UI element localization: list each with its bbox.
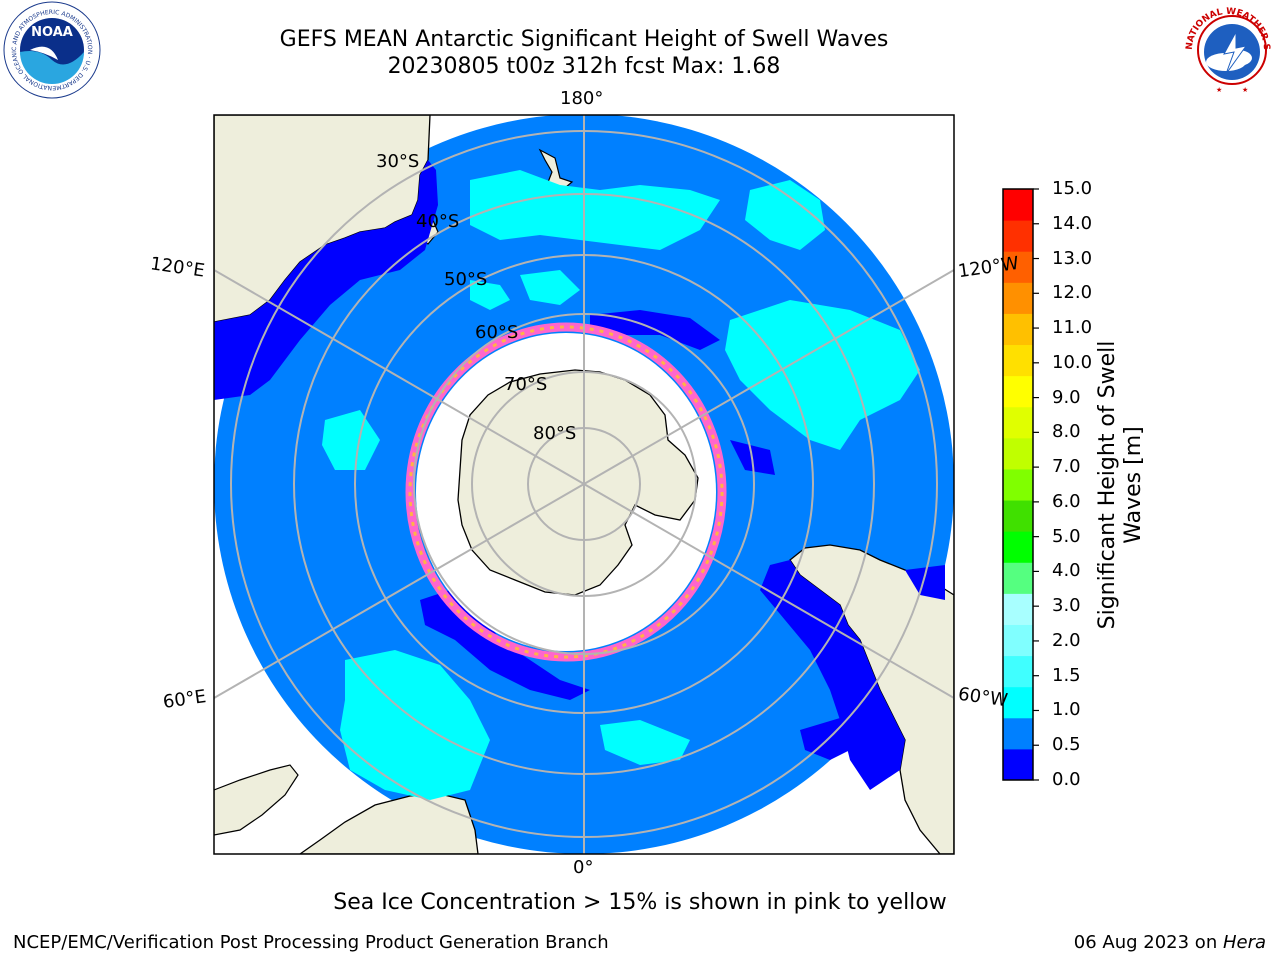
colorbar-tick-label: 6.0 — [1052, 490, 1081, 512]
colorbar-segment — [1003, 686, 1033, 719]
noaa-logo: NATIONAL OCEANIC AND ATMOSPHERIC ADMINIS… — [0, 0, 101, 99]
lat-label-40s: 40°S — [416, 211, 460, 232]
colorbar-segment — [1003, 748, 1033, 781]
colorbar-tick-label: 5.0 — [1052, 525, 1081, 547]
colorbar-segment — [1003, 717, 1033, 750]
footer-credit: NCEP/EMC/Verification Post Processing Pr… — [13, 932, 609, 953]
chart-subtitle: 20230805 t00z 312h fcst Max: 1.68 — [387, 54, 781, 79]
lat-label-60s: 60°S — [475, 322, 519, 343]
colorbar-segment — [1003, 624, 1033, 657]
sea-ice-caption: Sea Ice Concentration > 15% is shown in … — [333, 890, 947, 915]
footer-date: 06 Aug 2023 on Hera — [1074, 932, 1266, 953]
colorbar-tick-label: 0.0 — [1052, 769, 1081, 790]
colorbar — [1003, 189, 1033, 781]
longitude-gridlines — [214, 115, 954, 854]
landmass-madagascar — [214, 764, 299, 836]
colorbar-tick-label: 11.0 — [1052, 317, 1093, 339]
colorbar-tick-label: 0.5 — [1052, 734, 1081, 756]
colorbar-frame — [1002, 188, 1034, 781]
footer-date-text: 06 Aug 2023 on — [1073, 932, 1223, 953]
colorbar-segment — [1003, 282, 1033, 314]
swell-band-australia — [214, 160, 438, 400]
lat-label-50s: 50°S — [444, 269, 488, 290]
colorbar-tick-label: 2.0 — [1052, 629, 1081, 651]
colorbar-segment — [1003, 531, 1033, 563]
colorbar-tick-label: 7.0 — [1052, 456, 1081, 478]
colorbar-segment — [1003, 562, 1033, 594]
colorbar-tick-label: 8.0 — [1052, 421, 1081, 443]
colorbar-segment — [1003, 189, 1033, 221]
footer-host: Hera — [1222, 932, 1266, 953]
colorbar-segment — [1003, 313, 1033, 346]
colorbar-tick-label: 10.0 — [1052, 351, 1093, 373]
colorbar-tick-label: 9.0 — [1052, 386, 1081, 408]
colorbar-segment — [1003, 593, 1033, 625]
colorbar-tick-label: 1.5 — [1052, 664, 1081, 686]
colorbar-segment — [1003, 375, 1033, 408]
colorbar-tick-label: 14.0 — [1052, 212, 1093, 234]
colorbar-segment — [1003, 500, 1033, 532]
colorbar-label: Significant Height of Swell Waves [m] — [1095, 340, 1146, 630]
chart-title: GEFS MEAN Antarctic Significant Height o… — [279, 27, 889, 52]
lat-label-80s: 80°S — [533, 423, 577, 444]
colorbar-tick-label: 3.0 — [1052, 595, 1081, 617]
colorbar-segment — [1003, 468, 1033, 501]
colorbar-tick-label: 12.0 — [1052, 282, 1093, 304]
colorbar-segment — [1003, 437, 1033, 470]
lon-label-180: 180° — [560, 88, 604, 109]
noaa-logo-text: NOAA — [31, 25, 73, 40]
colorbar-tick-label: 15.0 — [1052, 178, 1093, 199]
swell-band-south-america — [760, 560, 905, 790]
map-frame — [213, 114, 955, 855]
lat-label-70s: 70°S — [504, 374, 548, 395]
lon-label-0: 0° — [573, 857, 594, 878]
colorbar-segment — [1003, 406, 1033, 439]
lat-label-30s: 30°S — [376, 151, 420, 172]
colorbar-segment — [1003, 655, 1033, 688]
colorbar-tick-label: 13.0 — [1052, 247, 1093, 269]
colorbar-segment — [1003, 344, 1033, 377]
colorbar-tick-label: 1.0 — [1052, 699, 1081, 721]
nws-logo: NATIONAL WEATHER SERVICE ★ ★ — [1176, 0, 1278, 96]
colorbar-tick-label: 4.0 — [1052, 560, 1081, 582]
colorbar-segment — [1003, 251, 1033, 283]
colorbar-segment — [1003, 220, 1033, 252]
svg-text:★: ★ — [1216, 86, 1222, 94]
svg-text:★: ★ — [1242, 86, 1248, 94]
